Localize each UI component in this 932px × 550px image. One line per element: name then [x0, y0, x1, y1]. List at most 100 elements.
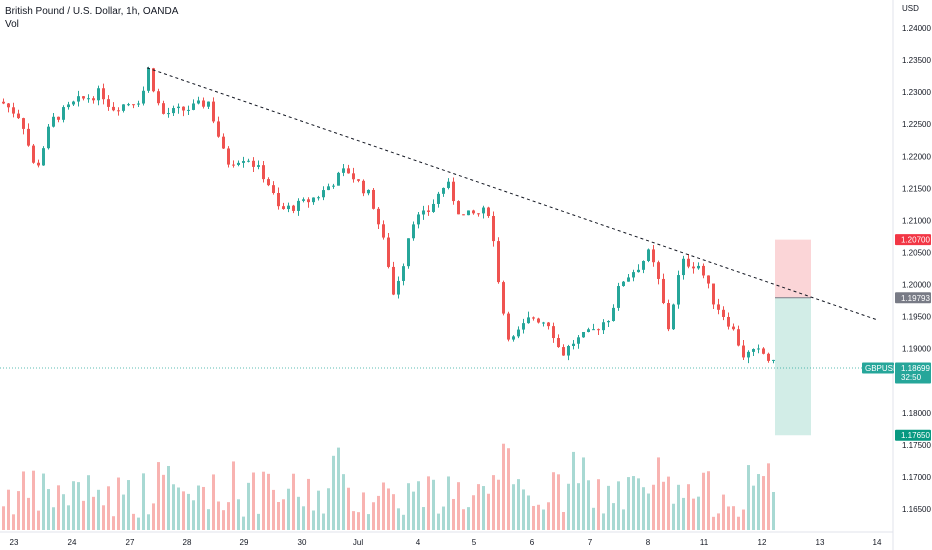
- candle-body: [277, 193, 280, 207]
- candle-body: [672, 304, 675, 330]
- volume-bar: [382, 482, 385, 530]
- volume-bar: [522, 489, 525, 530]
- last-price-value: 1.18699: [901, 364, 930, 373]
- volume-bar: [152, 503, 155, 530]
- volume-bar: [477, 484, 480, 530]
- volume-bar: [62, 494, 65, 530]
- candle-body: [312, 197, 315, 203]
- volume-bar: [512, 484, 515, 530]
- candle-body: [607, 320, 610, 323]
- candle-body: [472, 210, 475, 214]
- volume-bar: [207, 509, 210, 530]
- candle-body: [77, 96, 80, 102]
- candle-body: [137, 103, 140, 105]
- candle-body: [512, 336, 515, 340]
- candle-body: [357, 179, 360, 181]
- volume-bar: [67, 505, 70, 530]
- candle-body: [287, 205, 290, 210]
- price-tick: 1.23500: [902, 56, 931, 65]
- last-price-tag: GBPUSD 1.18699 32:50: [862, 362, 931, 384]
- time-axis[interactable]: 23 24 27 28 29 30 Jul 4 5 6 7 8 11 12 13 14: [0, 531, 893, 547]
- price-tick: 1.21500: [902, 184, 931, 193]
- candle-body: [742, 345, 745, 358]
- candle-body: [212, 101, 215, 122]
- volume-bar: [622, 509, 625, 530]
- volume-label: Vol: [5, 19, 19, 30]
- volume-bar: [457, 482, 460, 530]
- candle-body: [542, 322, 545, 324]
- volume-bar: [767, 463, 770, 530]
- entry-value: 1.19793: [901, 294, 930, 303]
- candle-body: [192, 103, 195, 110]
- volume-bar: [357, 512, 360, 530]
- currency-label: USD: [902, 4, 919, 13]
- volume-bar: [602, 513, 605, 530]
- candle-body: [732, 326, 735, 330]
- candle-body: [217, 121, 220, 137]
- trendline[interactable]: [146, 67, 878, 321]
- volume-bar: [387, 488, 390, 530]
- candle-body: [92, 98, 95, 101]
- volume-bar: [32, 470, 35, 530]
- candle-body: [592, 329, 595, 331]
- volume-bar: [17, 491, 20, 530]
- candle-body: [252, 160, 255, 167]
- volume-bar: [612, 503, 615, 530]
- candle-body: [762, 348, 765, 354]
- price-tick: 1.16500: [902, 505, 931, 514]
- volume-bar: [37, 510, 40, 530]
- time-tick: 23: [10, 538, 19, 547]
- price-tick: 1.17000: [902, 473, 931, 482]
- candle-body: [507, 313, 510, 340]
- volume-bar: [227, 502, 230, 530]
- volume-bar: [167, 465, 170, 530]
- candle-body: [67, 104, 70, 108]
- candle-body: [142, 90, 145, 104]
- candle-body: [657, 262, 660, 279]
- volume-bar: [297, 496, 300, 530]
- price-axis[interactable]: USD 1.24000 1.23500 1.23000 1.22500 1.22000 1…: [892, 0, 931, 550]
- candle-body: [307, 199, 310, 203]
- candle-body: [402, 266, 405, 281]
- volume-bar: [377, 495, 380, 530]
- candle-body: [17, 113, 20, 119]
- volume-bar: [47, 489, 50, 530]
- candle-body: [562, 347, 565, 356]
- candle-body: [757, 348, 760, 350]
- profit-target-zone[interactable]: [775, 297, 811, 436]
- stop-loss-zone[interactable]: [775, 239, 811, 298]
- volume-bar: [197, 485, 200, 530]
- candle-body: [292, 205, 295, 211]
- candle-body: [2, 101, 5, 104]
- volume-bar: [177, 487, 180, 530]
- price-tick: 1.17500: [902, 441, 931, 450]
- volume-bar: [367, 514, 370, 530]
- candle-body: [387, 237, 390, 267]
- candle-body: [522, 323, 525, 330]
- candle-body: [267, 179, 270, 186]
- volume-bar: [452, 498, 455, 530]
- volume-bar: [347, 487, 350, 530]
- volume-bar: [427, 476, 430, 530]
- candle-body: [437, 193, 440, 204]
- candle-body: [302, 199, 305, 201]
- volume-bar: [107, 486, 110, 530]
- candle-body: [547, 322, 550, 327]
- candle-body: [747, 351, 750, 358]
- volume-bar: [497, 479, 500, 530]
- time-tick: 30: [298, 538, 307, 547]
- volume-bar: [507, 448, 510, 530]
- volume-bar: [237, 499, 240, 530]
- volume-bar: [342, 474, 345, 530]
- candle-body: [257, 165, 260, 167]
- candle-body: [537, 318, 540, 323]
- candle-body: [202, 100, 205, 107]
- candle-body: [647, 249, 650, 261]
- candle-body: [687, 258, 690, 267]
- time-tick: 4: [416, 538, 421, 547]
- volume-bar: [52, 507, 55, 530]
- countdown-value: 32:50: [901, 373, 922, 382]
- volume-bar: [132, 513, 135, 530]
- price-tick: 1.22500: [902, 120, 931, 129]
